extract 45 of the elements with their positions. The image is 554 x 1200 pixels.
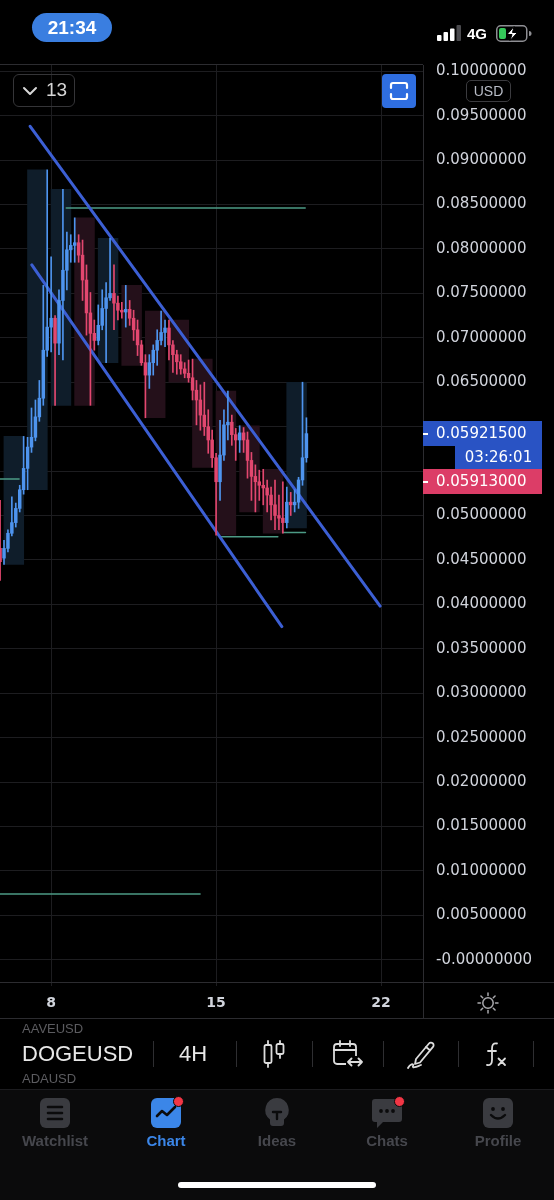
y-tick-label: 0.08500000 — [436, 194, 527, 213]
candlestick — [124, 285, 128, 328]
y-tick-label: 0.08000000 — [436, 238, 527, 257]
y-tick-label: 0.09500000 — [436, 105, 527, 124]
x-tick-label: 8 — [46, 994, 57, 1011]
y-tick-label: 0.07500000 — [436, 283, 527, 302]
x-tick-label: 22 — [371, 994, 391, 1011]
y-tick-label: 0.06500000 — [436, 372, 527, 391]
text: Watchlist — [21, 1132, 89, 1149]
y-tick-label: 0.10000000 — [436, 61, 527, 80]
y-tick-label: 0.03500000 — [436, 638, 527, 657]
y-tick-label: 0.05000000 — [436, 505, 527, 524]
text: Chats — [366, 1132, 408, 1149]
text: Ideas — [257, 1132, 297, 1149]
candlestick — [72, 217, 77, 263]
text: Profile — [474, 1132, 522, 1149]
y-tick-label: 0.02000000 — [436, 771, 527, 790]
y-tick-label: 0.01500000 — [436, 816, 527, 835]
candlestick — [281, 481, 285, 534]
timer-tag: 03:26:01 — [455, 446, 542, 470]
candlestick — [61, 189, 65, 361]
y-tick-label: 0.07000000 — [436, 327, 527, 346]
candlestick — [112, 264, 116, 331]
text: DOGEUSD — [22, 1041, 134, 1067]
y-tick-label: 0.04500000 — [436, 549, 527, 568]
price-tag: 0.05913000 — [423, 469, 542, 495]
text: AAVEUSD — [22, 1021, 84, 1036]
currency-chip: USD — [466, 80, 511, 102]
time-pill: 21:34 — [32, 13, 112, 42]
y-tick-label: 0.09000000 — [436, 149, 527, 168]
text: ADAUSD — [22, 1071, 77, 1086]
text: 4H — [179, 1041, 208, 1067]
text: Chart — [146, 1132, 186, 1149]
y-tick-label: 0.00500000 — [436, 905, 527, 924]
y-tick-label: 0.02500000 — [436, 727, 527, 746]
y-tick-label: 0.03000000 — [436, 683, 527, 702]
y-tick-label: 0.01000000 — [436, 860, 527, 879]
y-tick-label: -0.00000000 — [436, 949, 533, 968]
x-tick-label: 15 — [206, 994, 226, 1011]
text: 4G — [467, 25, 488, 42]
candlestick — [257, 469, 262, 501]
annotation: 13 — [46, 79, 68, 101]
y-tick-label: 0.04000000 — [436, 594, 527, 613]
candlestick — [273, 479, 277, 531]
price-tag: 0.05921500 — [423, 421, 542, 447]
